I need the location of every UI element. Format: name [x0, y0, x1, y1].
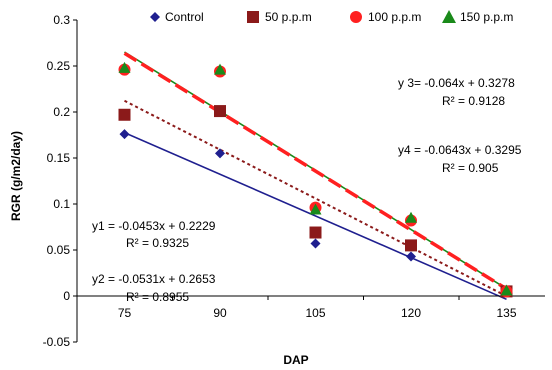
legend-item-control: Control — [150, 10, 204, 24]
legend-marker-control — [150, 12, 160, 22]
annotation-eq3: y 3= -0.064x + 0.3278 R² = 0.9128 — [398, 76, 515, 108]
y-tick-label: 0.2 — [53, 105, 70, 119]
annotation-eq2: y2 = -0.0531x + 0.2653 R² = 0.8955 — [92, 272, 216, 304]
y-tick-label: 0.25 — [47, 59, 71, 73]
y-tick-label: 0.05 — [47, 243, 71, 257]
tick-labels: -0.05 0 0.05 0.1 0.15 0.2 0.25 0.3 75 90 105 120 135 — [43, 13, 517, 349]
data-point-50ppm — [309, 226, 322, 239]
axes — [73, 19, 545, 343]
data-markers — [118, 61, 513, 298]
legend-item-150ppm: 150 p.p.m — [442, 10, 513, 24]
data-point-150ppm — [405, 211, 417, 223]
x-tick-label: 105 — [305, 306, 325, 320]
data-point-control — [215, 148, 225, 159]
data-point-control — [406, 251, 416, 262]
legend-label-150ppm: 150 p.p.m — [460, 10, 513, 24]
x-tick-label: 90 — [213, 306, 227, 320]
annotation-eq1: y1 = -0.0453x + 0.2229 R² = 0.9325 — [92, 219, 216, 250]
legend-marker-100ppm — [350, 11, 362, 23]
equation-y3: y 3= -0.064x + 0.3278 — [398, 76, 515, 90]
equation-y2: y2 = -0.0531x + 0.2653 — [92, 272, 216, 286]
data-point-150ppm — [214, 63, 226, 75]
data-point-50ppm — [118, 108, 131, 121]
trendline-100ppm — [123, 51, 508, 291]
legend-item-100ppm: 100 p.p.m — [350, 10, 421, 24]
y-tick-label: -0.05 — [43, 335, 71, 349]
data-point-50ppm — [214, 105, 226, 118]
r2-y4: R² = 0.905 — [442, 161, 499, 175]
x-tick-label: 120 — [401, 306, 421, 320]
data-point-50ppm — [405, 239, 417, 252]
data-point-control — [119, 129, 130, 140]
legend-marker-50ppm — [247, 11, 259, 23]
data-point-control — [310, 238, 321, 249]
r2-y1: R² = 0.9325 — [126, 236, 189, 250]
r2-y3: R² = 0.9128 — [442, 94, 505, 108]
legend-label-50ppm: 50 p.p.m — [265, 10, 312, 24]
x-tick-label: 135 — [496, 306, 516, 320]
legend-marker-150ppm — [442, 10, 456, 23]
legend-label-control: Control — [165, 10, 204, 24]
data-point-150ppm — [309, 203, 322, 215]
y-tick-label: 0.3 — [53, 13, 70, 27]
data-point-150ppm — [118, 61, 131, 73]
equation-y1: y1 = -0.0453x + 0.2229 — [92, 219, 216, 233]
y-tick-label: 0.15 — [47, 151, 71, 165]
legend-label-100ppm: 100 p.p.m — [368, 10, 421, 24]
annotation-eq4: y4 = -0.0643x + 0.3295 R² = 0.905 — [398, 143, 522, 175]
y-axis-title: RGR (g/m2/day) — [9, 131, 23, 221]
legend-item-50ppm: 50 p.p.m — [247, 10, 312, 24]
trendline-50ppm — [124, 99, 507, 298]
equation-y4: y4 = -0.0643x + 0.3295 — [398, 143, 522, 157]
x-tick-label: 75 — [118, 306, 132, 320]
legend: Control 50 p.p.m 100 p.p.m 150 p.p.m — [150, 10, 513, 24]
r2-y2: R² = 0.8955 — [126, 290, 189, 304]
y-tick-label: 0 — [63, 289, 70, 303]
y-tick-label: 0.1 — [53, 197, 70, 211]
x-axis-title: DAP — [283, 353, 308, 367]
data-point-150ppm — [500, 284, 513, 296]
trendline-control — [124, 131, 507, 301]
trend-lines — [123, 51, 508, 301]
